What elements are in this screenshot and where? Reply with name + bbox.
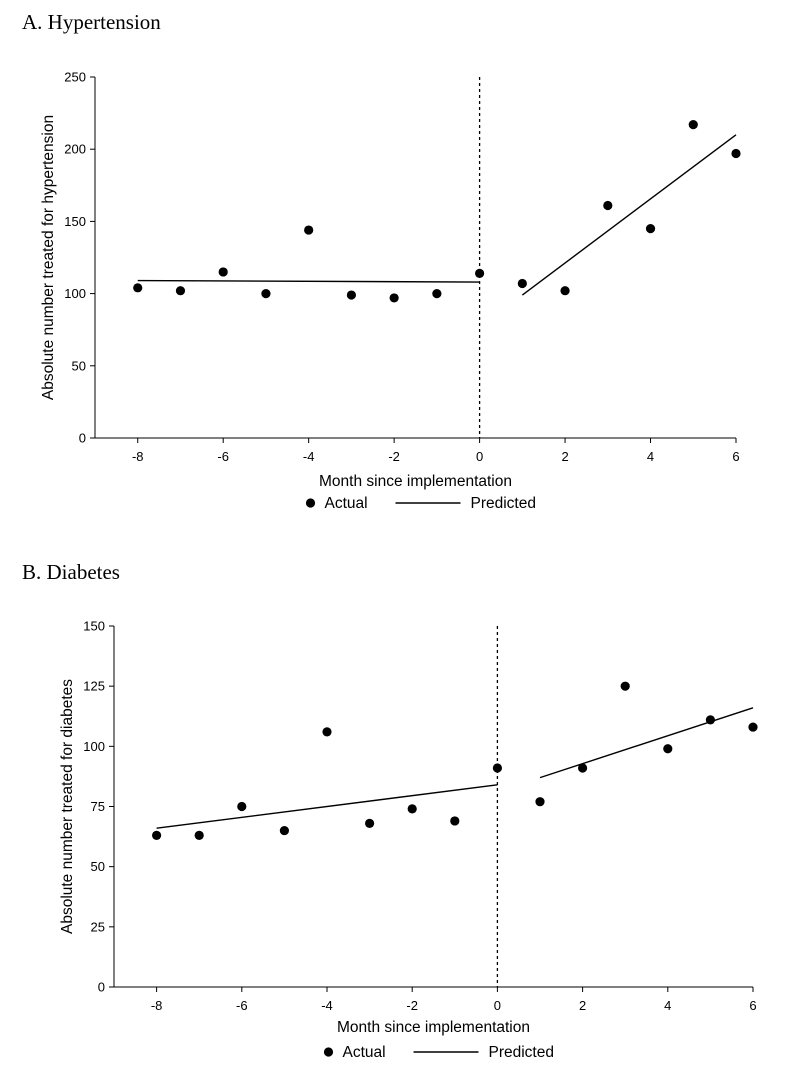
a-y-tick-label: 200: [64, 142, 86, 157]
a-actual-point: [389, 293, 399, 303]
b-y-tick-label: 0: [98, 980, 105, 995]
a-x-tick-label: 0: [476, 449, 483, 464]
b-x-tick-label: 4: [664, 998, 671, 1013]
a-actual-point: [218, 267, 228, 277]
b-actual-point: [705, 715, 716, 725]
b-y-tick-label: 150: [83, 619, 105, 634]
b-actual-point: [407, 804, 417, 814]
a-actual-point: [645, 224, 656, 234]
a-x-tick-label: -2: [388, 449, 400, 464]
b-predicted-line-2: [539, 707, 754, 779]
chart-a-title: A. Hypertension: [22, 10, 161, 34]
b-y-tick-label: 100: [83, 739, 105, 754]
a-x-tick-label: -6: [217, 449, 229, 464]
a-actual-point: [261, 289, 271, 299]
b-actual-point: [322, 727, 332, 737]
b-actual-point: [620, 681, 630, 691]
a-x-tick-label: 2: [561, 449, 568, 464]
a-predicted-line-1: [137, 279, 480, 283]
b-legend-actual-marker: [323, 1047, 334, 1057]
b-x-tick-label: -4: [321, 998, 333, 1013]
a-x-tick-label: -8: [132, 449, 144, 464]
a-actual-point: [517, 278, 527, 289]
a-y-tick-label: 50: [72, 358, 86, 373]
a-actual-point: [175, 286, 186, 296]
a-legend-actual-label: Actual: [325, 495, 368, 512]
chart-b-title: B. Diabetes: [22, 560, 120, 584]
b-x-tick-label: -2: [406, 998, 418, 1013]
b-actual-point: [492, 763, 502, 773]
b-y-tick-label: 75: [91, 799, 105, 814]
a-y-tick-label: 0: [79, 431, 86, 446]
chart-a: 0 50 100 150 200 250 -8 -6 -4 -2 0 2 4 6 Month since i…: [40, 70, 741, 512]
a-actual-point: [346, 290, 356, 300]
b-actual-point: [663, 744, 673, 754]
a-actual-point: [731, 148, 741, 159]
a-legend-actual-marker: [305, 498, 316, 508]
b-x-tick-label: 6: [749, 998, 756, 1013]
b-actual-point: [237, 801, 247, 812]
b-x-tick-label: -6: [236, 998, 248, 1013]
a-actual-point: [133, 283, 143, 293]
a-actual-point: [304, 225, 314, 235]
b-actual-point: [535, 797, 545, 807]
a-actual-point: [603, 200, 613, 211]
a-actual-point: [475, 268, 485, 278]
b-actual-point: [748, 722, 758, 732]
a-actual-point: [560, 286, 570, 296]
b-actual-point: [279, 825, 289, 836]
b-x-tick-label: 2: [579, 998, 586, 1013]
b-y-tick-label: 50: [91, 859, 105, 874]
a-x-tick-label: 4: [647, 449, 654, 464]
a-actual-point: [432, 289, 442, 299]
b-actual-point: [194, 830, 204, 840]
a-x-tick-label: 6: [732, 449, 739, 464]
b-y-axis-label: Absolute number treated for diabetes: [59, 679, 76, 934]
b-y-tick-label: 125: [83, 679, 105, 694]
b-actual-point: [578, 763, 588, 773]
a-y-tick-label: 150: [64, 214, 86, 229]
a-y-axis-label: Absolute number treated for hypertension: [40, 115, 57, 400]
a-actual-point: [688, 120, 698, 130]
b-legend-predicted-label: Predicted: [489, 1044, 554, 1061]
a-x-axis-label: Month since implementation: [319, 473, 512, 490]
a-predicted-line-2: [521, 134, 737, 296]
b-y-tick-label: 25: [91, 919, 105, 934]
b-legend-actual-label: Actual: [343, 1044, 386, 1061]
b-actual-point: [152, 830, 162, 840]
b-x-tick-label: -8: [151, 998, 163, 1013]
b-actual-point: [365, 818, 375, 828]
a-x-tick-label: -4: [303, 449, 315, 464]
b-predicted-line-1: [156, 784, 498, 829]
b-x-tick-label: 0: [494, 998, 501, 1013]
a-y-tick-label: 250: [64, 70, 86, 85]
a-legend-predicted-label: Predicted: [471, 495, 536, 512]
a-y-tick-label: 100: [64, 286, 86, 301]
b-actual-point: [450, 816, 460, 826]
b-x-axis-label: Month since implementation: [337, 1019, 530, 1036]
